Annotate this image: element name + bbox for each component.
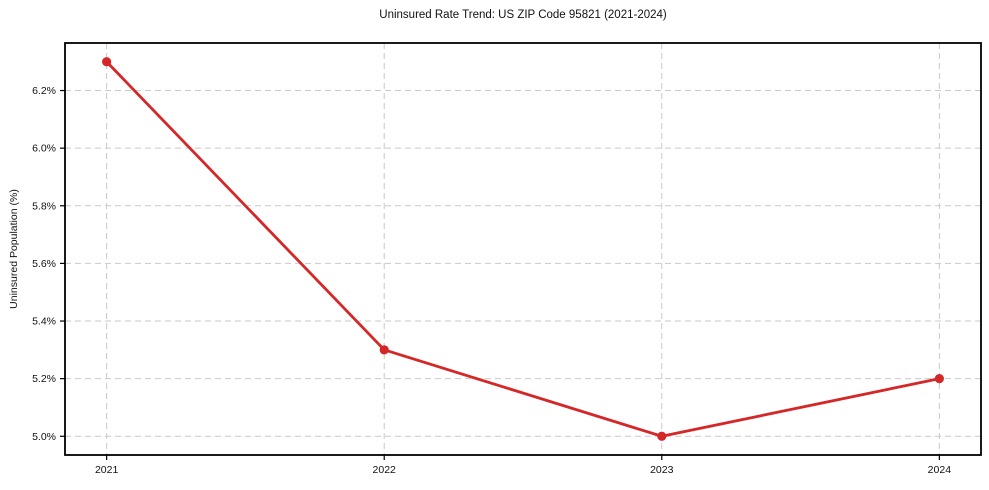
y-tick-label: 5.2%	[32, 373, 56, 385]
x-tick-label: 2023	[650, 464, 674, 476]
y-tick-label: 5.0%	[32, 431, 56, 443]
y-tick-label: 5.8%	[32, 200, 56, 212]
data-point-marker	[379, 345, 389, 355]
data-point-marker	[934, 374, 944, 384]
y-tick-label: 6.0%	[32, 143, 56, 155]
axes-border	[64, 42, 982, 456]
y-tick-label: 5.4%	[32, 316, 56, 328]
chart-title: Uninsured Rate Trend: US ZIP Code 95821 …	[379, 9, 667, 21]
y-tick-label: 6.2%	[32, 85, 56, 97]
data-point-marker	[657, 431, 667, 441]
y-tick-label: 5.6%	[32, 258, 56, 270]
x-tick-label: 2024	[928, 464, 952, 476]
trend-line	[105, 60, 941, 438]
x-tick-label: 2021	[95, 464, 119, 476]
x-tick-label: 2022	[373, 464, 397, 476]
data-point-marker	[102, 57, 112, 67]
